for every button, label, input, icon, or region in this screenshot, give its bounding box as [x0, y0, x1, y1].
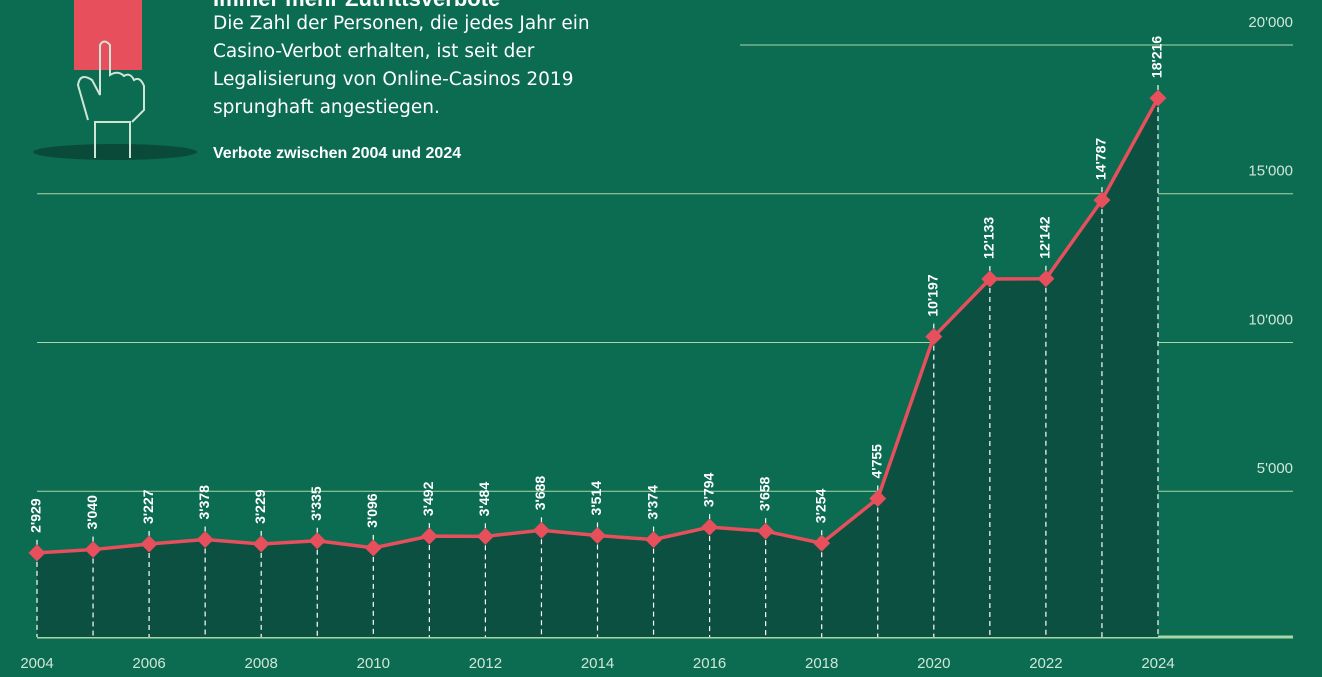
- value-label: 3'658: [756, 476, 772, 511]
- x-tick-label: 2008: [245, 655, 278, 672]
- x-tick-label: 2006: [132, 655, 165, 672]
- x-tick-label: 2018: [805, 655, 838, 672]
- value-label: 18'216: [1149, 36, 1165, 78]
- value-label: 3'374: [644, 485, 660, 520]
- icon: [33, 0, 197, 160]
- value-label: 12'142: [1037, 216, 1053, 258]
- value-label: 3'227: [140, 489, 156, 524]
- page: 5'000 10'000 15'000 20'000 2004 2006 2008 2010 2…: [0, 0, 1322, 677]
- x-tick-label: 2020: [917, 655, 950, 672]
- y-tick-label: 20'000: [1248, 14, 1293, 31]
- value-label: 10'197: [925, 274, 941, 316]
- x-tick-label: 2004: [20, 655, 53, 672]
- x-tick-label: 2012: [469, 655, 502, 672]
- value-label: 3'096: [364, 493, 380, 528]
- value-label: 12'133: [981, 217, 997, 259]
- value-label: 14'787: [1093, 138, 1109, 180]
- value-label: 3'229: [252, 489, 268, 524]
- chart: 5'000 10'000 15'000 20'000 2004 2006 2008 2010 2…: [0, 0, 1322, 677]
- value-label: 3'492: [420, 481, 436, 516]
- y-tick-label: 15'000: [1248, 163, 1293, 180]
- x-tick-label: 2024: [1141, 655, 1174, 672]
- value-label: 3'254: [812, 489, 828, 524]
- subtitle: Die Zahl der Personen, die jedes Jahr ei…: [213, 10, 633, 122]
- value-label: 4'755: [868, 444, 884, 479]
- value-label: 3'335: [308, 486, 324, 521]
- x-tick-label: 2022: [1029, 655, 1062, 672]
- value-label: 3'514: [588, 481, 604, 516]
- y-tick-label: 10'000: [1248, 311, 1293, 328]
- x-tick-label: 2016: [693, 655, 726, 672]
- x-tick-label: 2014: [581, 655, 614, 672]
- y-tick-label: 5'000: [1257, 460, 1293, 477]
- note: Verbote zwischen 2004 und 2024: [213, 145, 461, 163]
- value-label: 3'688: [532, 476, 548, 511]
- x-tick-label: 2010: [357, 655, 390, 672]
- marker: [1150, 90, 1167, 107]
- value-label: 3'484: [476, 482, 492, 517]
- value-label: 3'378: [196, 485, 212, 520]
- value-label: 3'040: [84, 495, 100, 530]
- value-label: 3'794: [700, 472, 716, 507]
- value-label: 2'929: [28, 498, 44, 533]
